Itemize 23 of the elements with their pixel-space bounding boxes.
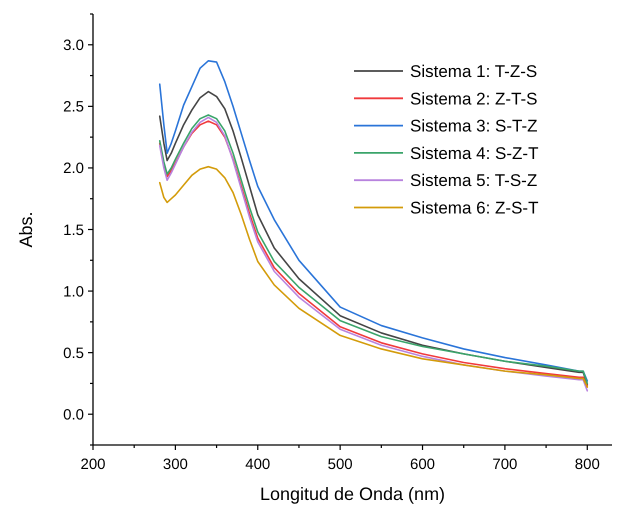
- x-tick-label: 400: [245, 456, 270, 473]
- x-tick-label: 300: [162, 456, 188, 473]
- legend-label: Sistema 1: T-Z-S: [410, 62, 538, 81]
- y-tick-label: 2.0: [63, 160, 84, 178]
- legend-label: Sistema 5: T-S-Z: [410, 171, 538, 190]
- y-tick-label: 1.5: [63, 222, 84, 239]
- legend-label: Sistema 6: Z-S-T: [410, 198, 538, 218]
- y-tick-label: 1.0: [63, 283, 84, 300]
- y-axis-title: Abs.: [16, 211, 36, 248]
- legend-label: Sistema 2: Z-T-S: [410, 89, 538, 108]
- x-axis-title: Longitud de Onda (nm): [260, 484, 446, 504]
- y-tick-label: 0.5: [63, 344, 84, 362]
- x-tick-label: 200: [80, 456, 106, 473]
- legend-label: Sistema 4: S-Z-T: [410, 144, 538, 163]
- x-tick-label: 800: [574, 456, 600, 473]
- x-tick-label: 500: [328, 456, 353, 473]
- y-tick-label: 3.0: [63, 37, 84, 54]
- y-tick-label: 2.5: [63, 98, 84, 116]
- legend-label: Sistema 3: S-T-Z: [410, 116, 538, 136]
- line-series: [158, 166, 588, 388]
- x-tick-label: 600: [410, 456, 436, 473]
- x-tick-label: 700: [492, 456, 518, 473]
- y-tick-label: 0.0: [63, 406, 84, 424]
